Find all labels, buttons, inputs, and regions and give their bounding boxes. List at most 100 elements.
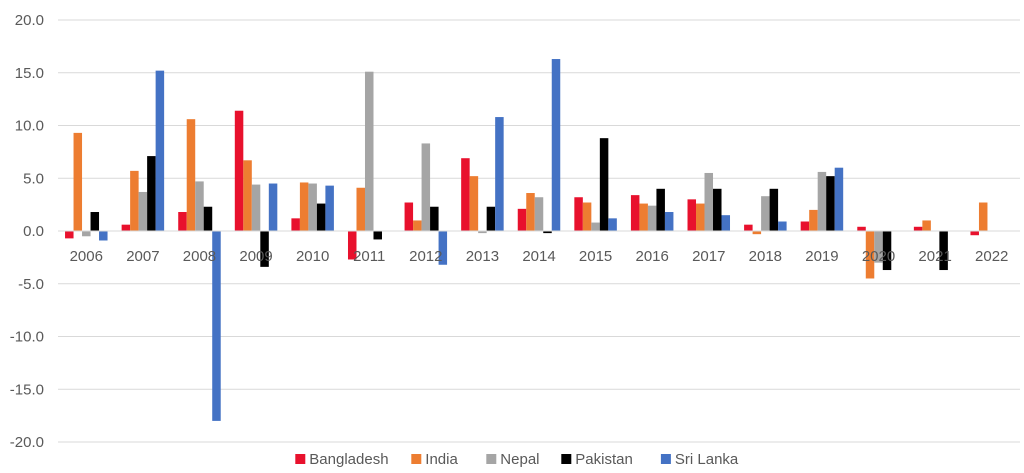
bar-sri-lanka-2008 [212,231,221,421]
bar-nepal-2013 [478,231,487,234]
bar-pakistan-2012 [430,206,439,231]
x-tick-label: 2006 [70,248,103,265]
bar-india-2017 [696,203,705,231]
x-tick-label: 2013 [466,248,499,265]
bar-bangladesh-2011 [347,231,357,260]
bar-bangladesh-2007 [121,224,131,231]
bar-bangladesh-2021 [913,226,923,231]
bar-india-2014 [526,193,535,231]
legend-label-pakistan: Pakistan [575,451,633,468]
x-tick-label: 2012 [409,248,442,265]
bar-india-2015 [582,202,592,231]
x-tick-label: 2011 [353,248,385,265]
bar-nepal-2011 [364,71,374,232]
bar-pakistan-2011 [373,231,382,240]
bar-pakistan-2017 [713,188,722,231]
bar-bangladesh-2008 [178,212,187,231]
bar-pakistan-2020 [882,231,892,271]
bar-sri-lanka-2007 [155,70,165,231]
legend-swatch-nepal [486,454,497,464]
x-tick-label: 2018 [749,248,782,265]
legend-swatch-bangladesh [295,454,306,464]
y-tick-label: -5.0 [18,276,44,293]
bar-bangladesh-2006 [65,231,74,239]
bar-india-2013 [469,176,479,231]
bar-india-2022 [978,202,988,231]
bar-sri-lanka-2014 [551,59,561,231]
x-tick-label: 2022 [975,248,1008,265]
bar-india-2009 [243,160,252,231]
bar-pakistan-2006 [90,212,100,231]
y-tick-label: 20.0 [15,12,44,29]
bar-bangladesh-2017 [687,199,697,231]
y-tick-label: -15.0 [10,381,44,398]
legend-label-bangladesh: Bangladesh [309,451,388,468]
bar-india-2016 [639,203,648,231]
y-tick-label: -20.0 [10,434,44,451]
bar-pakistan-2016 [656,188,665,231]
bar-pakistan-2010 [316,203,326,231]
bar-nepal-2006 [82,231,91,237]
x-tick-label: 2009 [239,248,272,265]
legend-label-nepal: Nepal [500,451,539,468]
bar-pakistan-2014 [543,231,552,234]
y-tick-label: -10.0 [10,329,44,346]
bar-bangladesh-2013 [461,158,470,231]
bar-pakistan-2007 [147,156,156,231]
y-tick-label: 5.0 [23,170,44,187]
bar-pakistan-2008 [203,206,213,231]
bar-nepal-2017 [704,172,714,231]
bar-bangladesh-2020 [857,226,866,231]
bar-bangladesh-2012 [404,202,414,231]
bar-india-2006 [73,132,83,231]
bar-india-2018 [752,231,762,235]
x-tick-label: 2015 [579,248,612,265]
bar-sri-lanka-2016 [664,212,674,231]
x-tick-label: 2021 [918,248,951,265]
bar-sri-lanka-2018 [778,221,787,231]
bars [65,59,988,421]
bar-nepal-2008 [195,181,204,231]
y-tick-label: 15.0 [15,65,44,82]
bar-pakistan-2015 [599,138,609,231]
x-tick-label: 2017 [692,248,725,265]
x-tick-label: 2014 [522,248,555,265]
bar-india-2011 [356,187,365,231]
legend-swatch-india [411,454,422,464]
x-tick-label: 2008 [183,248,216,265]
bar-pakistan-2021 [939,231,948,271]
legend-label-sri-lanka: Sri Lanka [675,451,739,468]
bar-bangladesh-2018 [744,224,753,231]
bar-pakistan-2013 [486,206,496,231]
bar-bangladesh-2014 [517,208,527,231]
x-tick-label: 2020 [862,248,895,265]
bar-bangladesh-2022 [970,231,979,236]
bar-bangladesh-2019 [800,221,810,231]
bar-nepal-2010 [308,183,317,231]
bar-pakistan-2018 [769,188,779,231]
legend: Bangladesh India Nepal Pakistan Sri Lanka [295,451,739,468]
legend-swatch-pakistan [561,454,572,464]
bar-india-2020 [865,231,875,279]
bar-sri-lanka-2010 [325,185,334,231]
x-tick-label: 2010 [296,248,329,265]
x-tick-label: 2019 [805,248,838,265]
bar-nepal-2018 [761,196,770,231]
bar-india-2021 [922,220,931,231]
bar-sri-lanka-2019 [834,167,844,231]
bar-india-2007 [130,170,139,231]
bar-sri-lanka-2006 [99,231,108,241]
legend-swatch-sri-lanka [660,454,671,464]
bar-india-2019 [809,209,818,231]
bar-sri-lanka-2009 [268,183,278,231]
bar-nepal-2009 [251,184,261,231]
bar-pakistan-2009 [260,231,269,267]
bar-sri-lanka-2012 [438,231,448,265]
bar-sri-lanka-2013 [495,117,504,231]
axes: -20.0 -15.0 -10.0 -5.0 0.0 5.0 10.0 15.0 20.0 200… [10,12,1020,451]
bar-india-2012 [413,220,422,231]
x-tick-label: 2007 [126,248,159,265]
bar-india-2008 [186,119,196,231]
